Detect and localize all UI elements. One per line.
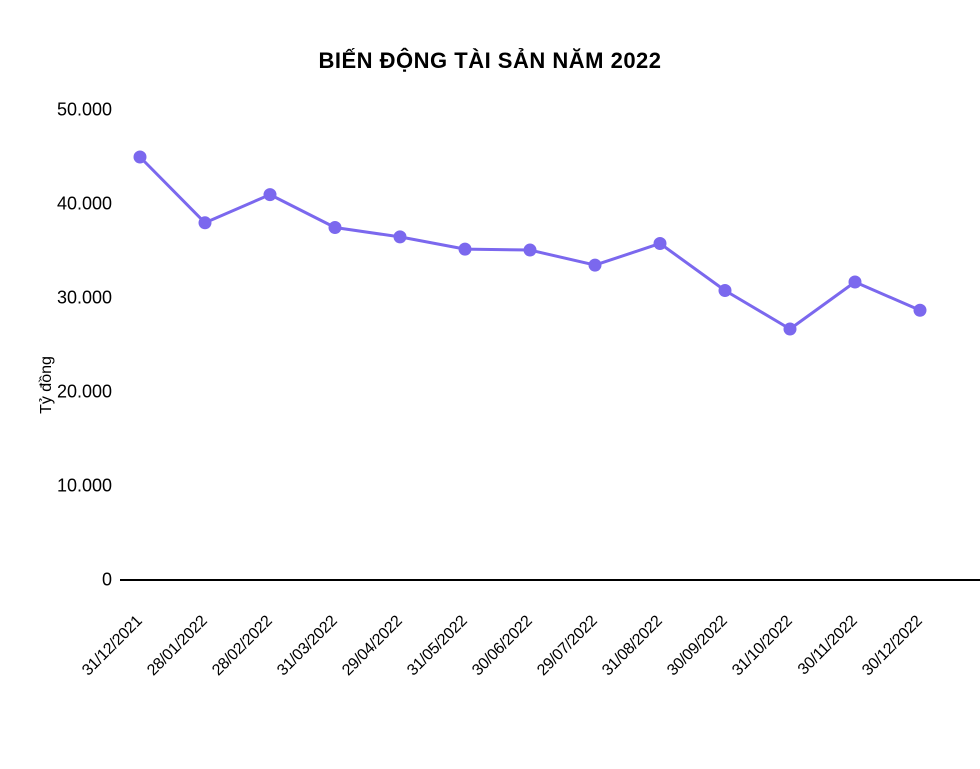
x-tick-label: 29/07/2022: [534, 613, 601, 680]
data-point: [784, 323, 796, 335]
data-point: [199, 217, 211, 229]
data-point: [134, 151, 146, 163]
data-point: [459, 243, 471, 255]
data-point: [719, 284, 731, 296]
x-tick-label: 30/06/2022: [469, 613, 536, 680]
plot-area: [72, 110, 952, 580]
chart-title: BIẾN ĐỘNG TÀI SẢN NĂM 2022: [0, 48, 980, 74]
x-tick-label: 28/01/2022: [144, 613, 211, 680]
data-point: [914, 304, 926, 316]
x-tick-label: 30/09/2022: [664, 613, 731, 680]
data-point: [394, 231, 406, 243]
x-tick-label: 30/11/2022: [795, 613, 861, 679]
line-chart-svg: [120, 110, 980, 600]
x-tick-label: 31/10/2022: [729, 613, 796, 680]
data-point: [849, 276, 861, 288]
data-point: [264, 189, 276, 201]
data-point: [589, 259, 601, 271]
data-point: [329, 222, 341, 234]
x-tick-label: 28/02/2022: [209, 613, 276, 680]
x-tick-label: 31/12/2021: [79, 613, 146, 680]
x-axis-ticks: 31/12/202128/01/202228/02/202231/03/2022…: [72, 600, 952, 760]
x-tick-label: 31/08/2022: [599, 613, 666, 680]
data-point: [654, 237, 666, 249]
x-tick-label: 29/04/2022: [339, 613, 406, 680]
x-tick-label: 31/03/2022: [274, 613, 341, 680]
chart-container: BIẾN ĐỘNG TÀI SẢN NĂM 2022 Tỷ đồng 010.0…: [0, 0, 980, 769]
data-line: [140, 157, 920, 329]
x-tick-label: 30/12/2022: [859, 613, 926, 680]
x-tick-label: 31/05/2022: [404, 613, 471, 680]
data-point: [524, 244, 536, 256]
